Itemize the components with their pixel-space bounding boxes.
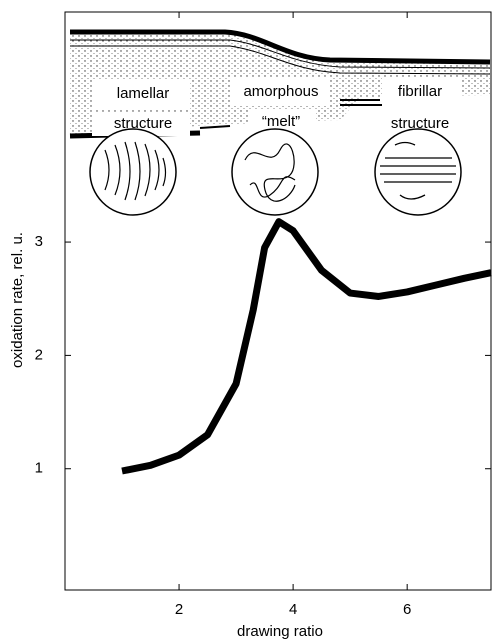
annotation: structure [391,115,449,132]
x-tick-label: 2 [175,601,183,618]
y-tick-label: 3 [35,233,43,250]
annotation: structure [114,115,172,132]
annotation: amorphous [243,83,318,100]
plot-frame [64,11,492,591]
y-axis-label: oxidation rate, rel. u. [9,232,26,368]
annotation: “melt” [262,113,300,130]
annotation: lamellar [117,85,170,102]
sample-illustration [69,29,491,216]
x-axis-label: drawing ratio [237,623,323,640]
x-tick-label: 6 [403,601,411,618]
y-tick-label: 2 [35,346,43,363]
x-tick-label: 4 [289,601,297,618]
data-line [121,218,492,475]
y-tick-label: 1 [35,460,43,477]
annotation: fibrillar [398,83,442,100]
